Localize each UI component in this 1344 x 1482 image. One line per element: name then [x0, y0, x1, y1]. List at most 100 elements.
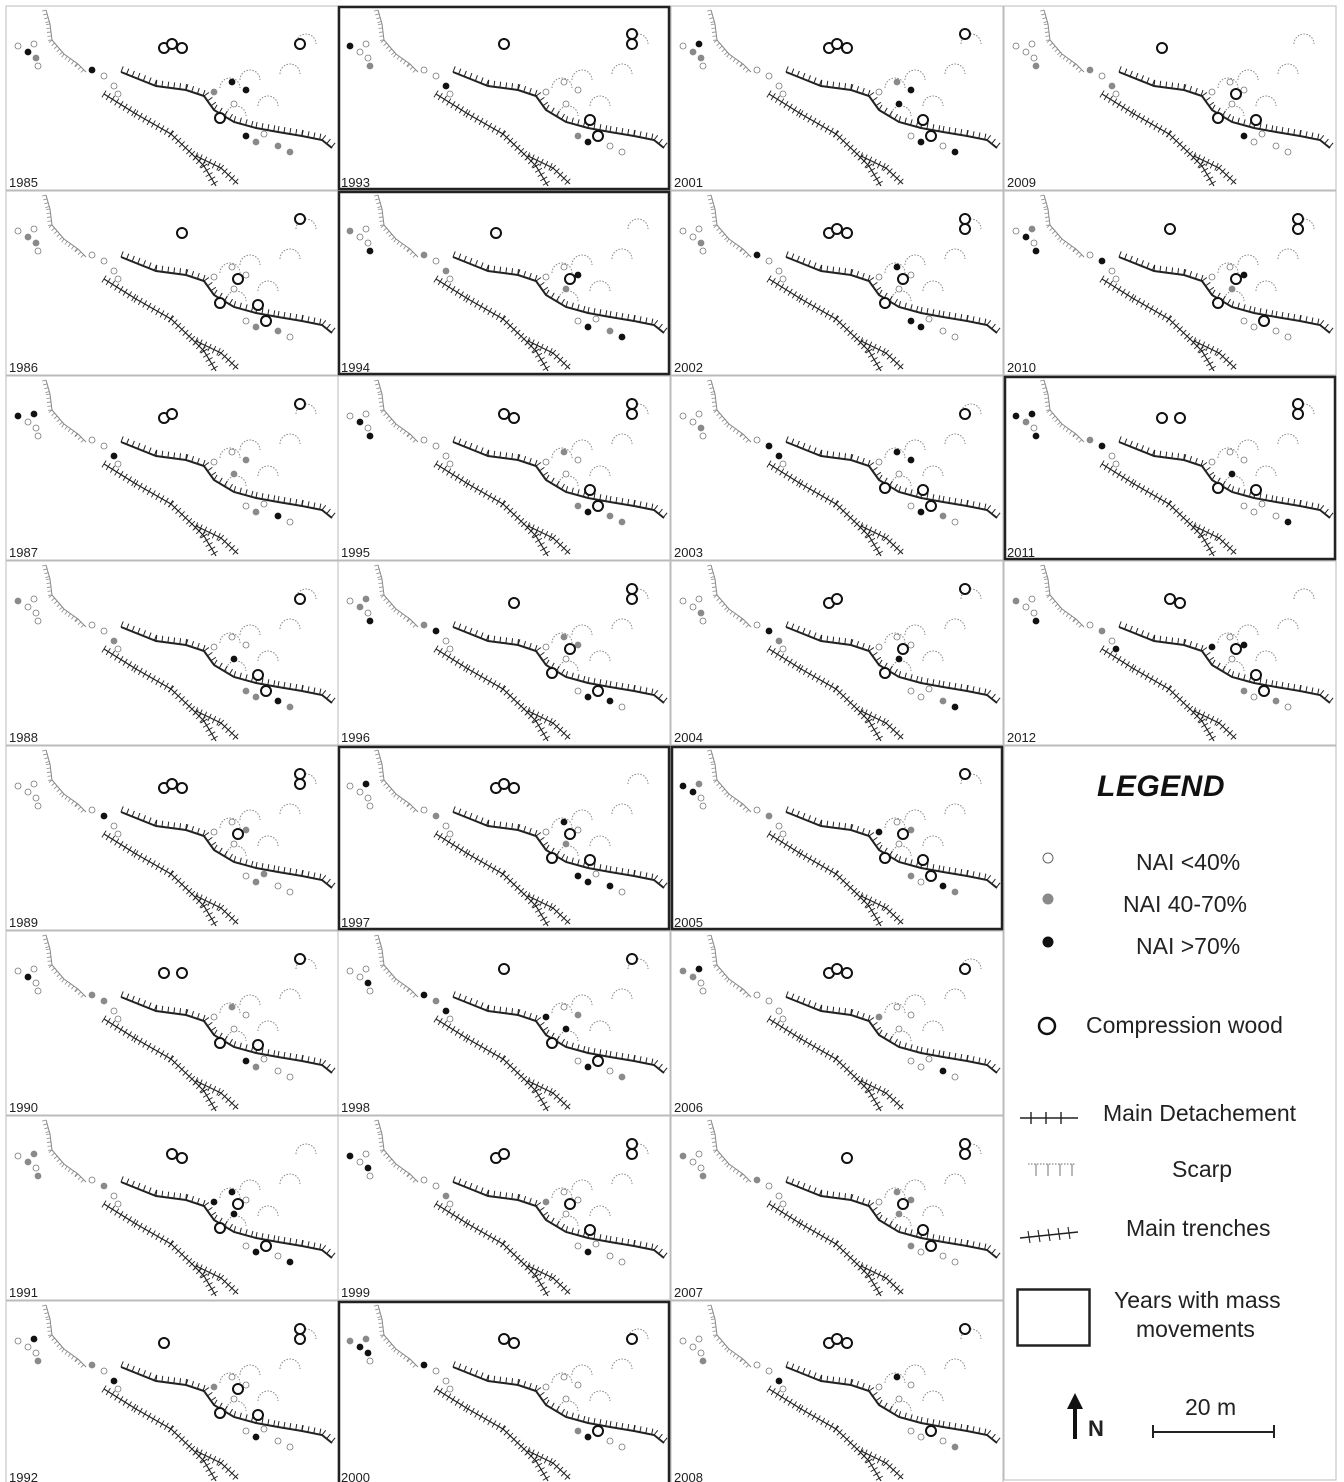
- tree-marker: [362, 40, 370, 48]
- tick-mark: [894, 853, 898, 860]
- tick-mark: [399, 983, 403, 988]
- panel-frame: [1003, 5, 1337, 191]
- tick-mark: [74, 803, 79, 808]
- tree-marker: [562, 100, 570, 108]
- tick-mark: [221, 353, 228, 360]
- tick-mark: [1041, 568, 1046, 571]
- tick-mark: [48, 409, 53, 413]
- scarp-line: [1043, 194, 1085, 258]
- tick-mark: [853, 335, 861, 343]
- tick-mark: [178, 1066, 185, 1073]
- tick-mark: [514, 144, 521, 151]
- tick-mark: [374, 194, 379, 197]
- panel-year-label: 1987: [9, 545, 38, 560]
- tick-mark: [867, 1462, 876, 1468]
- tick-mark: [534, 167, 543, 173]
- tree-marker: [689, 1343, 697, 1351]
- scarp-arc: [611, 618, 633, 630]
- tick-mark: [890, 1096, 897, 1104]
- scarp-arc: [589, 835, 611, 847]
- tick-mark: [713, 779, 718, 783]
- tick-mark: [175, 137, 182, 145]
- tree-marker: [775, 82, 783, 90]
- tick-mark: [571, 117, 574, 124]
- compression-wood-marker: [232, 273, 244, 285]
- tick-mark: [802, 1407, 808, 1416]
- tick-mark: [511, 453, 514, 460]
- tick-mark: [469, 257, 473, 264]
- tree-marker: [562, 470, 570, 478]
- tick-mark: [791, 1363, 795, 1370]
- tick-mark: [843, 511, 850, 518]
- tick-mark: [836, 874, 843, 881]
- tick-mark: [742, 66, 747, 70]
- tick-mark: [175, 322, 182, 330]
- tree-marker: [917, 323, 925, 331]
- tick-mark: [175, 1062, 182, 1070]
- tick-mark: [926, 123, 929, 130]
- tick-mark: [126, 1178, 130, 1185]
- tick-mark: [518, 703, 525, 710]
- tick-mark: [708, 383, 713, 386]
- tick-mark: [844, 823, 847, 830]
- tick-mark: [399, 428, 403, 433]
- tick-mark: [131, 1180, 135, 1187]
- tick-mark: [221, 168, 228, 175]
- tick-mark: [148, 77, 152, 84]
- tick-mark: [1189, 641, 1193, 648]
- compression-wood-marker: [498, 408, 510, 420]
- tick-mark: [67, 428, 71, 433]
- tree-marker: [420, 1176, 428, 1184]
- tick-mark: [881, 1273, 886, 1281]
- tree-marker: [242, 1381, 250, 1389]
- tick-mark: [452, 66, 456, 73]
- tick-mark: [785, 991, 789, 998]
- tick-mark: [870, 912, 878, 918]
- tick-mark: [571, 1042, 574, 1049]
- panel-year-label: 2002: [674, 360, 703, 375]
- tick-mark: [1208, 101, 1215, 107]
- tick-mark: [229, 668, 233, 675]
- tick-mark: [216, 903, 221, 911]
- tick-mark: [707, 194, 712, 197]
- tick-mark: [167, 685, 175, 693]
- tick-mark: [131, 440, 135, 447]
- tick-mark: [45, 391, 50, 394]
- tick-mark: [1328, 697, 1334, 703]
- tick-mark: [191, 456, 195, 463]
- tick-mark: [167, 315, 175, 323]
- tick-mark: [878, 1214, 883, 1221]
- tick-mark: [1186, 335, 1194, 343]
- tick-mark: [202, 829, 206, 836]
- tick-mark: [534, 459, 538, 466]
- tick-mark: [399, 798, 403, 803]
- tick-mark: [815, 860, 821, 868]
- tick-mark: [1116, 470, 1122, 479]
- tick-mark: [995, 1252, 1001, 1258]
- tick-mark: [577, 1229, 580, 1236]
- tick-mark: [986, 875, 992, 881]
- tick-mark: [326, 1433, 331, 1440]
- tick-mark: [742, 251, 747, 255]
- tick-mark: [729, 241, 733, 245]
- tick-mark: [1281, 126, 1284, 134]
- tick-mark: [876, 345, 882, 354]
- tree-marker: [420, 66, 428, 74]
- tree-marker: [1032, 62, 1040, 70]
- tick-mark: [217, 719, 225, 727]
- tree-marker: [242, 1427, 250, 1435]
- tick-mark: [890, 726, 897, 734]
- tick-mark: [779, 1023, 785, 1031]
- tick-mark: [875, 1290, 883, 1296]
- tick-mark: [396, 981, 400, 985]
- tick-mark: [1153, 264, 1156, 272]
- tick-mark: [820, 79, 823, 87]
- scarp-line: [377, 1119, 419, 1183]
- tick-mark: [161, 450, 164, 457]
- tick-mark: [45, 761, 50, 764]
- tick-mark: [1200, 526, 1206, 535]
- tick-mark: [838, 82, 841, 89]
- tick-mark: [375, 938, 380, 941]
- tick-mark: [1208, 286, 1215, 292]
- tick-mark: [499, 685, 507, 693]
